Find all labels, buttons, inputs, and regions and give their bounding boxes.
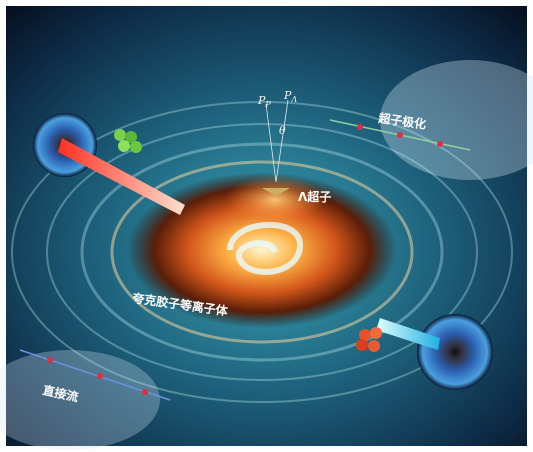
haze bbox=[0, 350, 160, 450]
beam bbox=[58, 138, 185, 215]
annotation-base: P bbox=[257, 94, 266, 107]
momentum-lines bbox=[265, 99, 289, 183]
spin-chain bbox=[19, 119, 471, 401]
annotation: PΛ bbox=[283, 89, 297, 104]
glow bbox=[225, 175, 325, 225]
rings bbox=[11, 101, 513, 403]
haze bbox=[380, 60, 533, 180]
spinning-top bbox=[262, 188, 290, 196]
beam bbox=[376, 318, 440, 350]
label: 直接流 bbox=[41, 382, 79, 404]
label: Λ超子 bbox=[298, 189, 331, 204]
annotation: θ bbox=[279, 124, 286, 137]
nucleus bbox=[114, 129, 382, 352]
detector bbox=[417, 314, 493, 390]
label: 超子极化 bbox=[377, 110, 428, 132]
vortex bbox=[227, 222, 304, 275]
plasma bbox=[127, 172, 397, 328]
annotation-sub: P bbox=[264, 100, 271, 109]
annotation-base: P bbox=[283, 89, 292, 102]
annotation-sub: Λ bbox=[290, 95, 297, 104]
annotation: PP bbox=[257, 94, 271, 109]
